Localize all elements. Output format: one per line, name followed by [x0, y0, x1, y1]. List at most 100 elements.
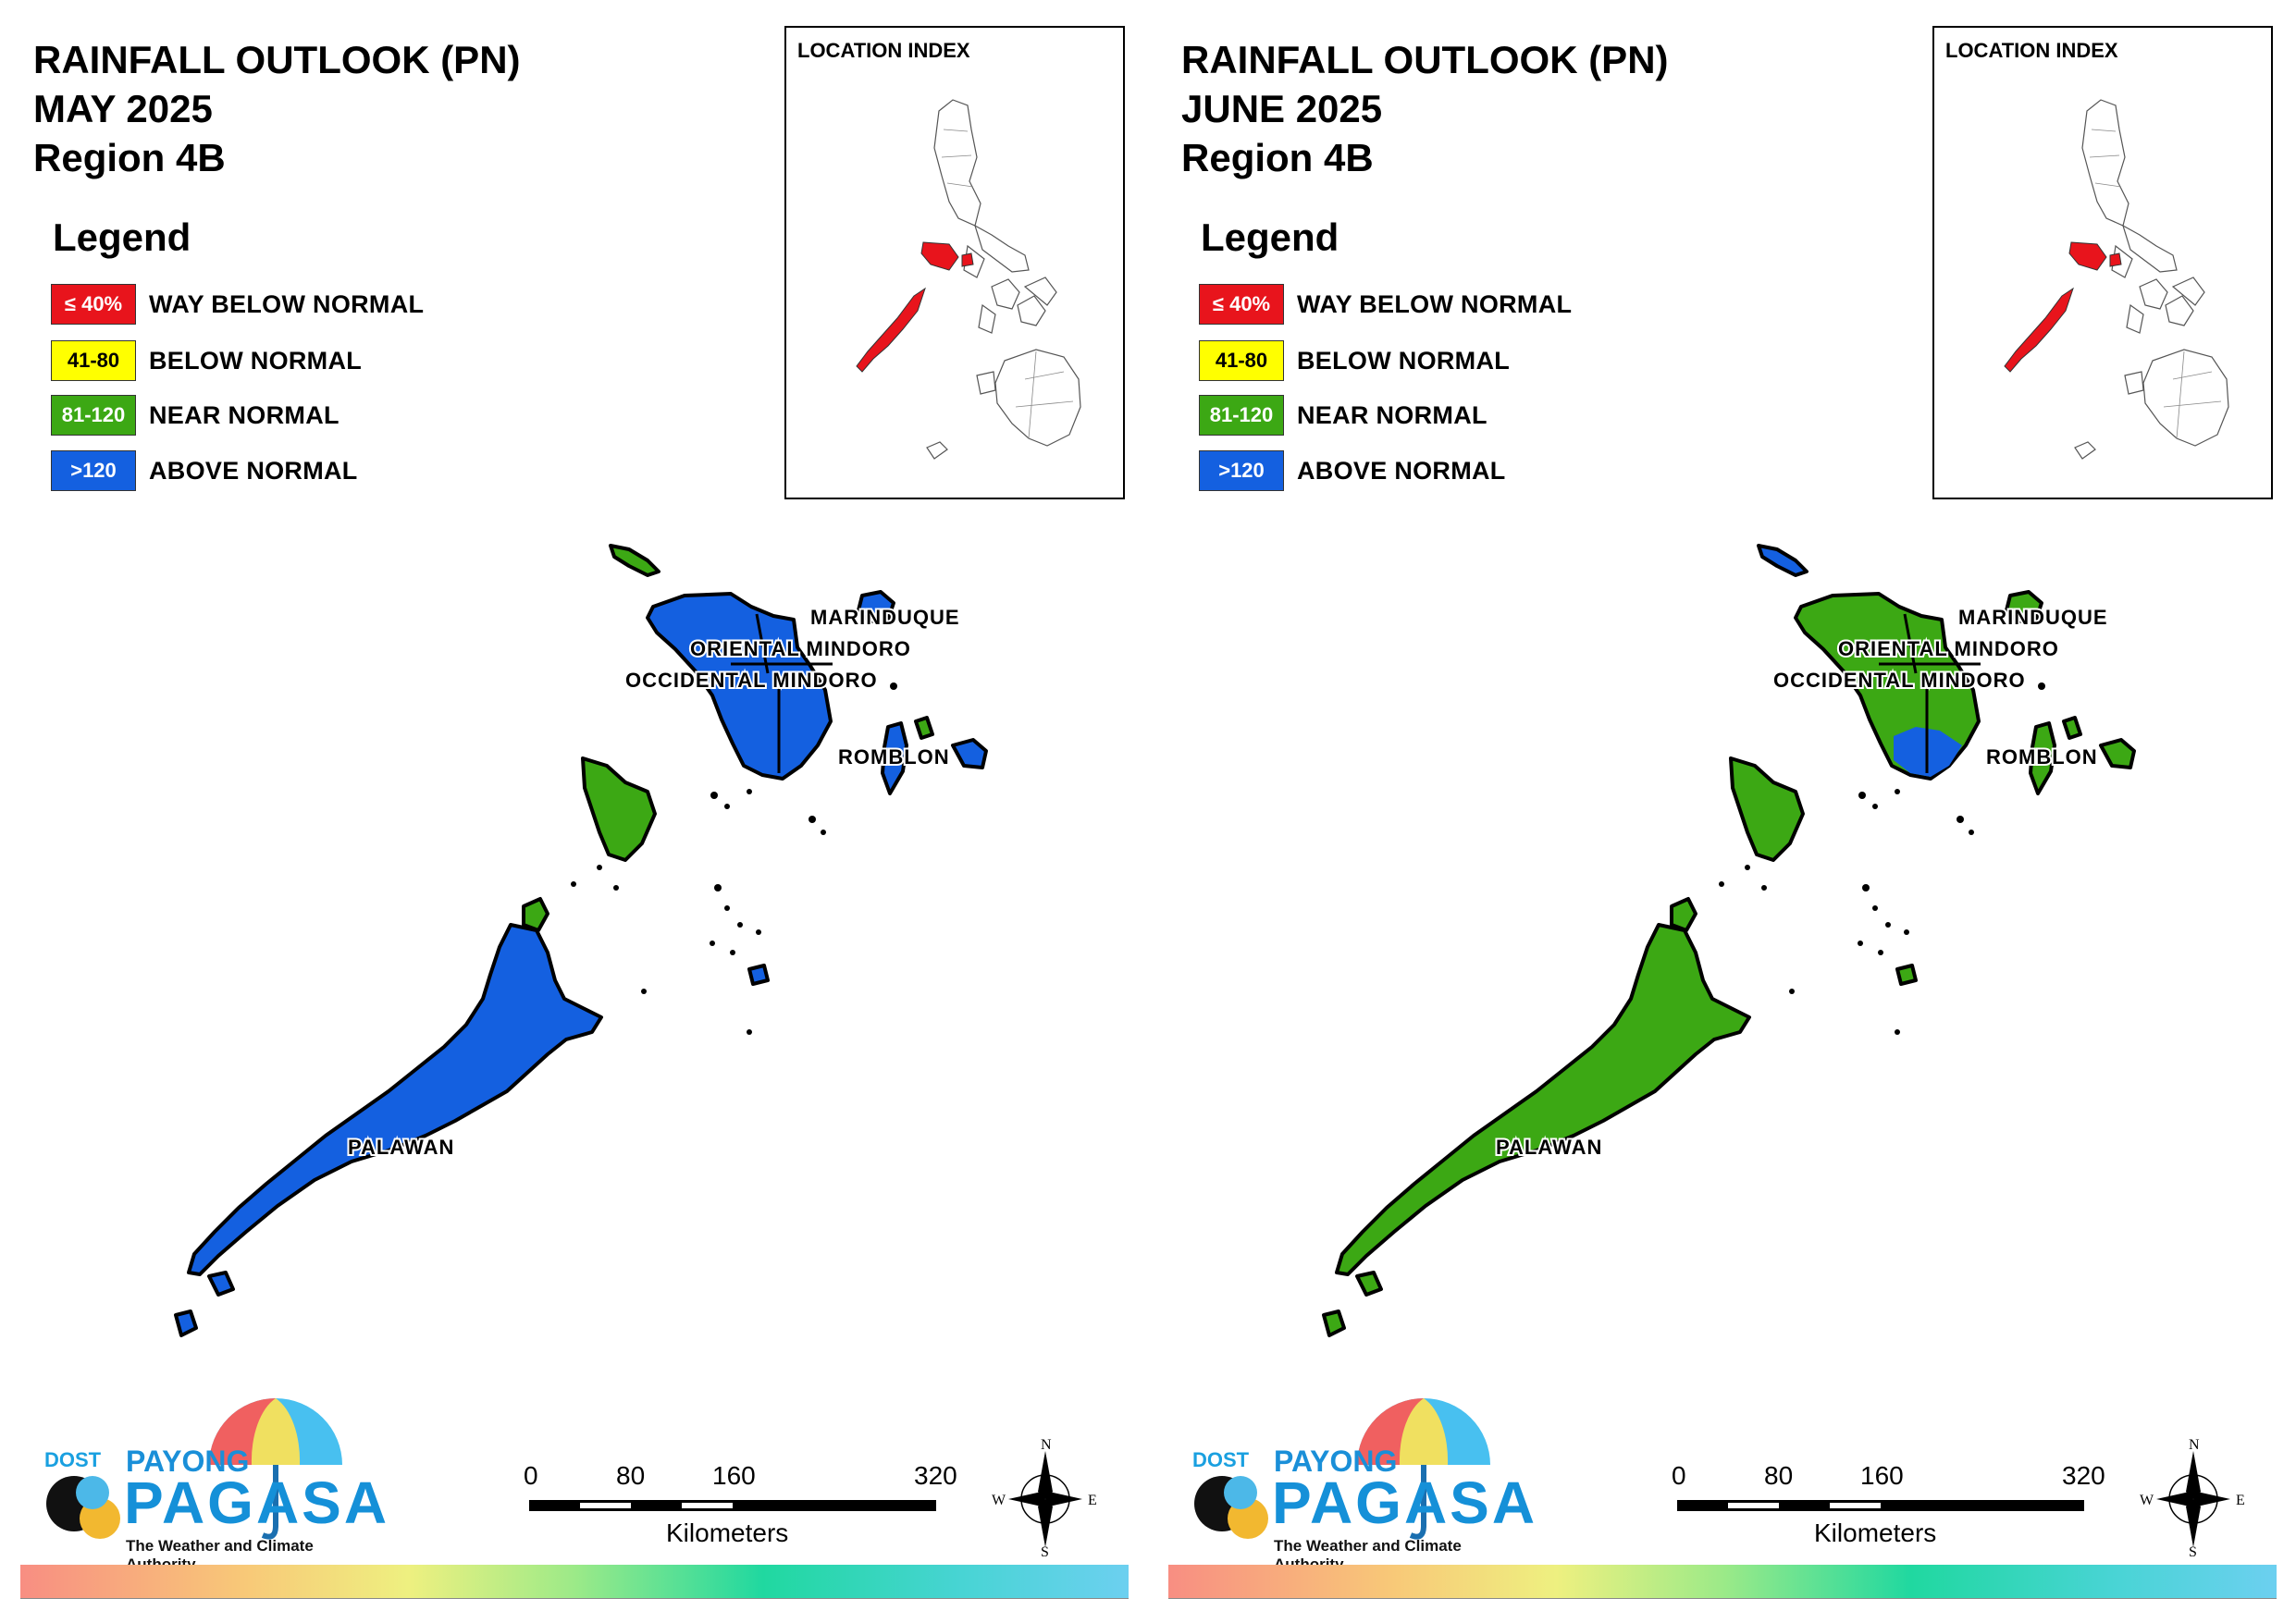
map-region: Region 4B	[33, 136, 226, 179]
label-oriental-mindoro: ORIENTAL MINDORO	[1838, 637, 2059, 660]
legend-swatch: 41-80	[51, 340, 136, 381]
balabac-south	[1355, 1271, 1383, 1297]
legend-swatch: 81-120	[1199, 395, 1284, 436]
legend-label: BELOW NORMAL	[149, 346, 363, 375]
payong-pagasa-logo: DOST PAYONG PAGASA The Weather and Clima…	[33, 1387, 387, 1573]
logo-payong-text: PAYONG	[126, 1445, 250, 1478]
logo-dost-text: DOST	[1192, 1448, 1250, 1471]
label-marinduque: MARINDUQUE	[810, 606, 960, 629]
map-title: RAINFALL OUTLOOK (PN)	[1181, 38, 1669, 81]
label-romblon: ROMBLON	[838, 745, 950, 768]
legend-swatch: >120	[51, 450, 136, 491]
compass-w: W	[2140, 1493, 2154, 1508]
scale-unit-label: Kilometers	[1814, 1518, 1937, 1547]
legend-label: WAY BELOW NORMAL	[1297, 289, 1573, 318]
compass-s: S	[2189, 1544, 2197, 1558]
legend-title: Legend	[53, 215, 191, 259]
label-palawan: PALAWAN	[348, 1136, 454, 1159]
balabac-south	[207, 1271, 235, 1297]
north-arrow: N S E W	[2138, 1437, 2249, 1560]
label-occidental-mindoro: OCCIDENTAL MINDORO	[625, 669, 878, 692]
calamian-islands	[581, 756, 657, 862]
compass-w: W	[992, 1493, 1006, 1508]
legend-swatch: ≤ 40%	[1199, 284, 1284, 325]
scale-tick-label: 320	[914, 1461, 957, 1490]
romblon-sibuyan	[2099, 738, 2136, 769]
compass-rose-icon: N S E W	[992, 1437, 1097, 1560]
compass-rose-icon: N S E W	[2140, 1437, 2245, 1560]
compass-n: N	[2189, 1438, 2200, 1453]
legend-title: Legend	[1201, 215, 1339, 259]
label-palawan: PALAWAN	[1496, 1136, 1602, 1159]
location-index-box: LOCATION INDEX	[1932, 26, 2273, 499]
umbrella-icon	[1194, 1398, 1490, 1540]
scale-tick-label: 0	[1672, 1461, 1686, 1490]
lubang	[609, 544, 660, 577]
balabac	[1322, 1309, 1346, 1337]
scale-bar-graphic	[529, 1500, 936, 1511]
logo-pagasa-text: PAGASA	[124, 1469, 390, 1536]
legend-label: NEAR NORMAL	[1297, 400, 1487, 429]
compass-n: N	[1041, 1438, 1052, 1453]
legend-row-near-normal: 81-120 NEAR NORMAL	[51, 395, 339, 436]
legend-label: BELOW NORMAL	[1297, 346, 1511, 375]
footer-gradient-bar	[1168, 1565, 2277, 1598]
location-index-box: LOCATION INDEX	[784, 26, 1125, 499]
scale-tick-label: 320	[2062, 1461, 2105, 1490]
scale-bar: 0 80 160 320 Kilometers	[518, 1461, 971, 1554]
philippines-index-map	[856, 99, 1081, 460]
romblon-tablas	[2029, 721, 2056, 795]
logo-pagasa-text: PAGASA	[1272, 1469, 1538, 1536]
map-region: Region 4B	[1181, 136, 1374, 179]
cagayancillo	[1895, 964, 1918, 986]
footer-ticks	[1168, 1598, 2277, 1605]
location-index-title: LOCATION INDEX	[1945, 39, 2118, 62]
legend-row-above-normal: >120 ABOVE NORMAL	[1199, 450, 1506, 491]
philippines-index-map	[2004, 99, 2229, 460]
label-occidental-mindoro: OCCIDENTAL MINDORO	[1773, 669, 2026, 692]
legend-label: ABOVE NORMAL	[149, 456, 358, 485]
romblon-sibuyan	[951, 738, 988, 769]
legend-label: NEAR NORMAL	[149, 400, 339, 429]
scale-tick-label: 0	[524, 1461, 538, 1490]
label-romblon: ROMBLON	[1986, 745, 2098, 768]
legend-label: WAY BELOW NORMAL	[149, 289, 425, 318]
scale-unit-label: Kilometers	[666, 1518, 789, 1547]
map-month: MAY 2025	[33, 87, 213, 130]
marinduque	[2005, 590, 2043, 623]
scale-tick-label: 160	[1860, 1461, 1904, 1490]
legend-swatch: >120	[1199, 450, 1284, 491]
region-4b-map: MARINDUQUE ORIENTAL MINDORO OCCIDENTAL M…	[1322, 544, 2136, 1337]
outlook-panel-june: RAINFALL OUTLOOK (PN) JUNE 2025 Region 4…	[1148, 0, 2296, 1623]
calamian-islands	[1729, 756, 1805, 862]
footer-gradient-bar	[20, 1565, 1129, 1598]
compass-s: S	[1041, 1544, 1049, 1558]
legend-row-below-normal: 41-80 BELOW NORMAL	[51, 340, 362, 381]
romblon-small	[2062, 716, 2082, 740]
label-oriental-mindoro: ORIENTAL MINDORO	[690, 637, 911, 660]
legend-label: ABOVE NORMAL	[1297, 456, 1506, 485]
legend-swatch: 81-120	[51, 395, 136, 436]
scale-bar: 0 80 160 320 Kilometers	[1666, 1461, 2119, 1554]
scale-tick-label: 80	[1764, 1461, 1794, 1490]
palawan-north	[1670, 897, 1697, 932]
map-title: RAINFALL OUTLOOK (PN)	[33, 38, 521, 81]
scale-bar-graphic	[1677, 1500, 2084, 1511]
province-occidental-oriental-mindoro	[646, 592, 833, 781]
compass-e: E	[1088, 1493, 1097, 1508]
payong-pagasa-logo: DOST PAYONG PAGASA The Weather and Clima…	[1181, 1387, 1535, 1573]
location-index-title: LOCATION INDEX	[797, 39, 970, 62]
legend-row-below-normal: 41-80 BELOW NORMAL	[1199, 340, 1510, 381]
legend-row-way-below-normal: ≤ 40% WAY BELOW NORMAL	[1199, 284, 1572, 325]
legend-row-above-normal: >120 ABOVE NORMAL	[51, 450, 358, 491]
title-block: RAINFALL OUTLOOK (PN) JUNE 2025 Region 4…	[1181, 35, 1669, 182]
legend-row-near-normal: 81-120 NEAR NORMAL	[1199, 395, 1487, 436]
cagayancillo	[747, 964, 770, 986]
palawan-north	[522, 897, 549, 932]
palawan-main	[187, 923, 603, 1276]
scale-tick-label: 80	[616, 1461, 646, 1490]
umbrella-icon	[46, 1398, 342, 1540]
region-4b-map: MARINDUQUE ORIENTAL MINDORO OCCIDENTAL M…	[174, 544, 988, 1337]
logo-payong-text: PAYONG	[1274, 1445, 1398, 1478]
scale-tick-label: 160	[712, 1461, 756, 1490]
